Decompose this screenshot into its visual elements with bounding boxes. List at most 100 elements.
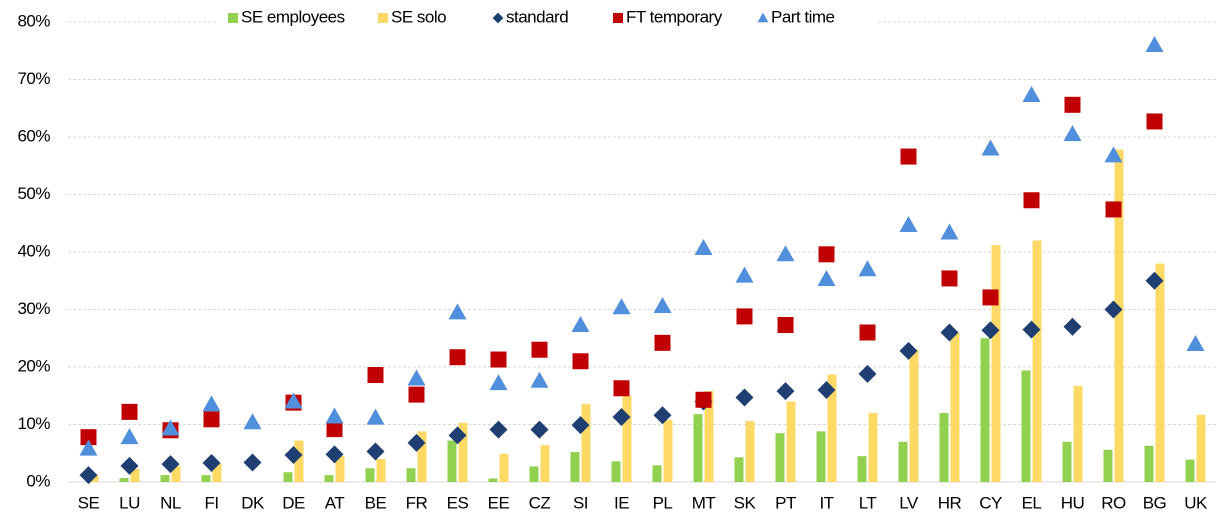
bar <box>581 403 591 482</box>
bar <box>283 472 293 482</box>
point <box>571 316 590 333</box>
point <box>284 445 303 464</box>
point <box>202 395 221 412</box>
y-tick-label: 80% <box>17 11 50 30</box>
point <box>571 416 590 435</box>
x-tick-label: CY <box>979 493 1002 512</box>
x-tick-label: FI <box>204 493 218 512</box>
x-tick-label: EL <box>1022 493 1042 512</box>
x-tick-label: SK <box>734 493 757 512</box>
point <box>654 334 671 351</box>
point <box>736 308 753 325</box>
x-tick-label: SE <box>78 493 100 512</box>
bar <box>1103 449 1113 482</box>
point <box>818 246 835 263</box>
point <box>694 238 713 255</box>
bar <box>827 374 837 482</box>
point <box>941 270 958 287</box>
bar <box>365 468 375 482</box>
point <box>1022 320 1041 339</box>
legend-bg <box>218 6 878 32</box>
bar <box>1062 441 1072 482</box>
point <box>735 388 754 407</box>
bar <box>991 245 1001 482</box>
bar <box>775 433 785 482</box>
x-tick-label: LT <box>859 493 877 512</box>
x-tick-label: RO <box>1101 493 1126 512</box>
bar <box>324 475 334 482</box>
bar <box>786 401 796 482</box>
legend-label: FT temporary <box>626 7 723 26</box>
x-tick-label: HR <box>938 493 962 512</box>
point <box>407 369 426 386</box>
bar <box>1114 149 1124 482</box>
bar <box>417 431 427 482</box>
point <box>981 321 1000 340</box>
bar <box>909 349 919 482</box>
point <box>777 317 794 334</box>
point <box>161 455 180 474</box>
legend-marker <box>228 13 238 23</box>
y-tick-label: 60% <box>17 126 50 145</box>
point <box>859 324 876 341</box>
point <box>572 353 589 370</box>
point <box>121 403 138 420</box>
bar <box>950 332 960 482</box>
point <box>120 456 139 475</box>
point <box>202 454 221 473</box>
point <box>612 408 631 427</box>
x-tick-label: UK <box>1184 493 1208 512</box>
point <box>79 439 98 456</box>
x-tick-label: BE <box>365 493 387 512</box>
point <box>203 411 220 428</box>
point <box>366 442 385 461</box>
point <box>900 148 917 165</box>
bar <box>857 456 867 482</box>
y-tick-label: 40% <box>17 241 50 260</box>
point <box>326 421 343 438</box>
bar <box>868 413 878 482</box>
point <box>408 386 425 403</box>
point <box>613 380 630 397</box>
legend-label: standard <box>506 7 568 26</box>
y-tick-label: 10% <box>17 414 50 433</box>
bar <box>1073 385 1083 482</box>
bar <box>1144 445 1154 482</box>
point <box>1145 36 1164 52</box>
bar <box>570 452 580 482</box>
x-tick-label: AT <box>325 493 345 512</box>
point <box>776 245 795 262</box>
bar <box>816 431 826 482</box>
legend-label: SE solo <box>391 7 446 26</box>
x-tick-label: DK <box>241 493 265 512</box>
point <box>940 223 959 240</box>
bar <box>745 421 755 482</box>
point <box>448 303 467 320</box>
point <box>940 323 959 342</box>
y-tick-label: 50% <box>17 184 50 203</box>
bar <box>335 456 345 482</box>
x-tick-label: PT <box>775 493 796 512</box>
point <box>1104 146 1123 163</box>
point <box>981 139 1000 156</box>
legend-label: SE employees <box>241 7 345 26</box>
point <box>1063 317 1082 336</box>
x-tick-label: MT <box>692 493 716 512</box>
bar <box>376 459 386 482</box>
bar <box>939 413 949 482</box>
x-tick-label: LU <box>119 493 140 512</box>
x-tick-label: IE <box>614 493 629 512</box>
x-tick-label: SI <box>573 493 588 512</box>
point <box>325 407 344 424</box>
bar <box>734 457 744 482</box>
point <box>899 341 918 360</box>
bar <box>980 338 990 482</box>
point <box>899 215 918 232</box>
bar <box>529 466 539 482</box>
y-tick-label: 70% <box>17 69 50 88</box>
x-tick-label: PL <box>653 493 673 512</box>
bar <box>119 477 129 482</box>
x-tick-label: DE <box>282 493 305 512</box>
bar <box>1155 263 1165 482</box>
point <box>695 391 712 408</box>
